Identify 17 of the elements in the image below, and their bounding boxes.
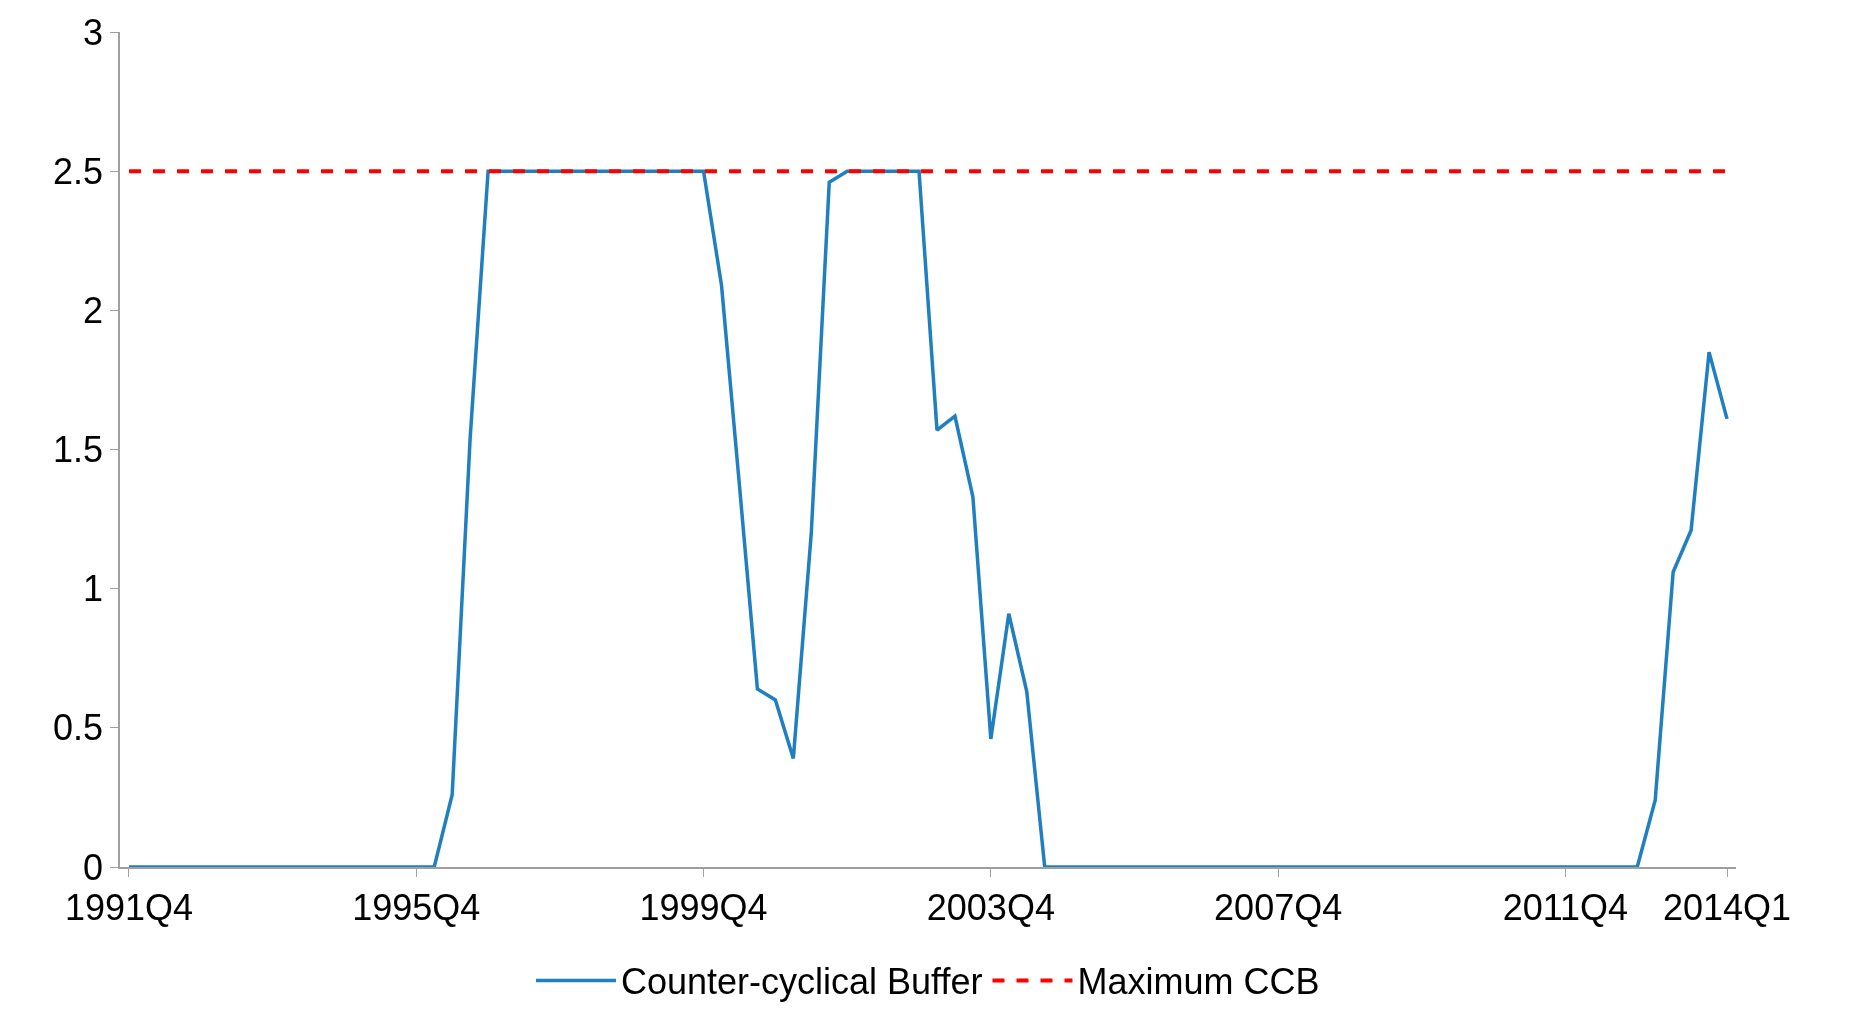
y-tick-label: 2 [83,289,104,331]
y-tick-label: 1 [83,568,104,610]
y-tick-label: 0 [83,846,104,888]
y-tick-label: 2.5 [53,150,104,192]
x-tick-label: 1991Q4 [64,886,194,928]
y-tick-label: 3 [83,11,104,53]
x-tick-label: 1999Q4 [639,886,768,928]
x-tick-label: 2011Q4 [1502,886,1629,928]
y-tick-label: 1.5 [53,429,104,471]
y-tick-label: 0.5 [53,707,104,749]
legend-label: Maximum CCB [1077,961,1320,1003]
legend-label: Counter-cyclical Buffer [621,961,983,1003]
x-tick-label: 2014Q1 [1662,886,1792,928]
line-series [127,169,1729,867]
x-tick-label: 2007Q4 [1214,886,1343,928]
x-tick-label: 1995Q4 [352,886,481,928]
x-tick-label: 2003Q4 [926,886,1055,928]
